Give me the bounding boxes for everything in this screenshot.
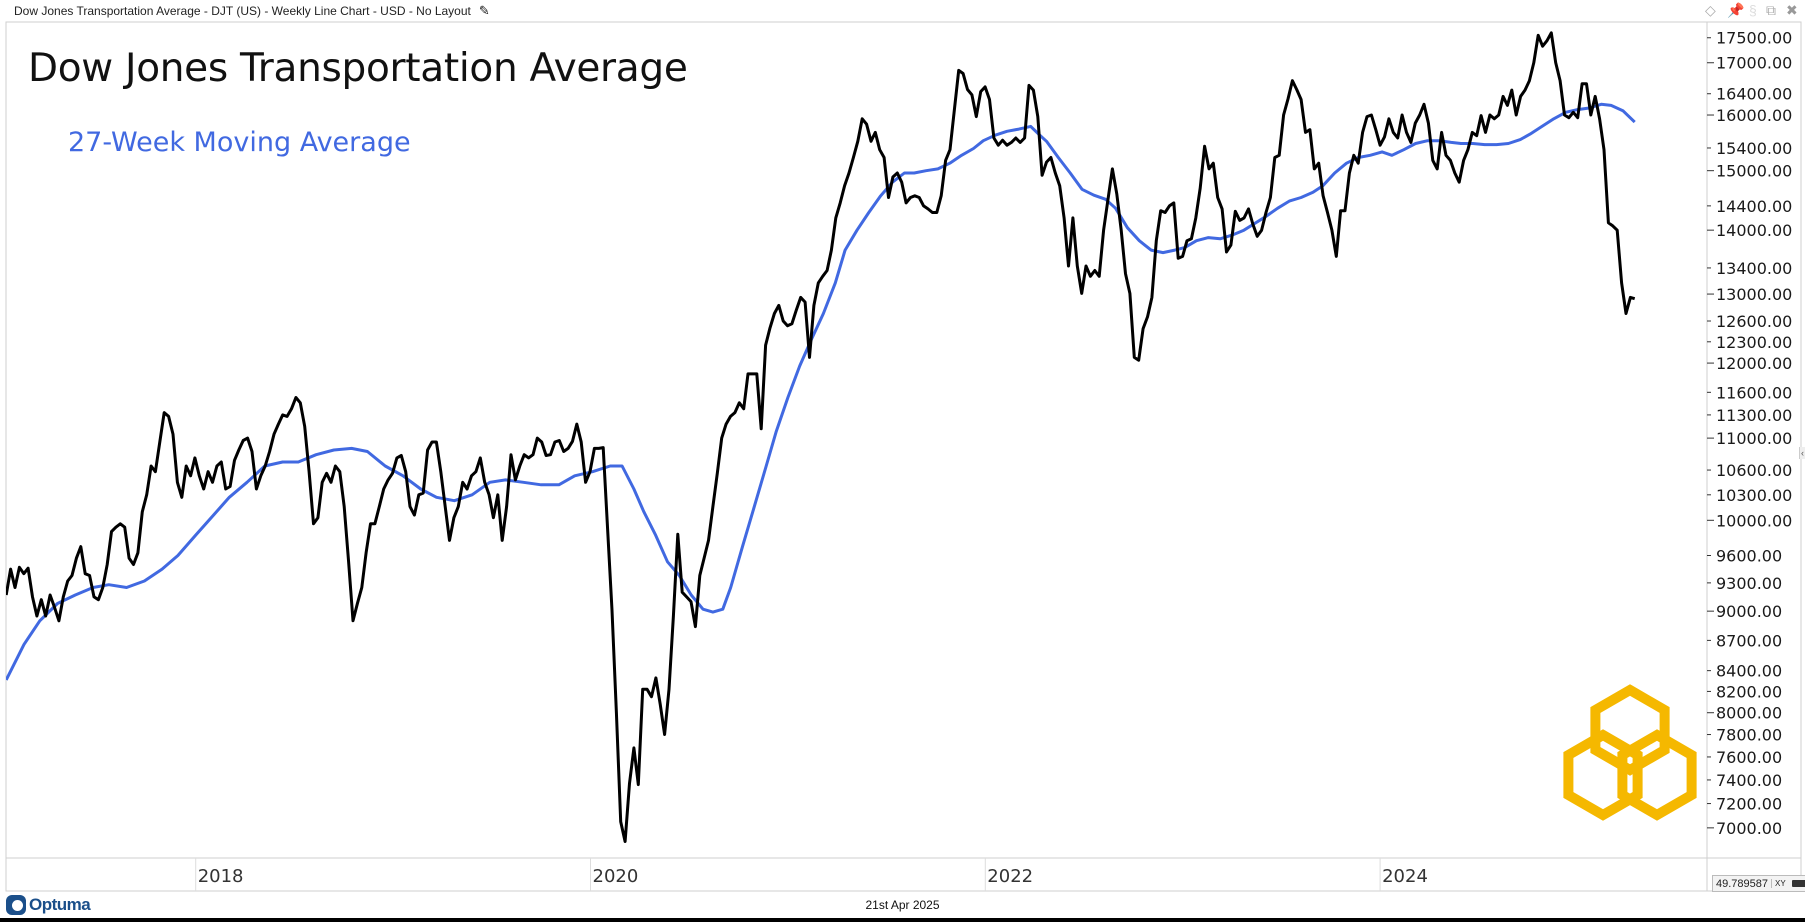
close-icon[interactable]: ✖ — [1786, 2, 1798, 18]
lock-icon[interactable] — [1791, 880, 1805, 887]
footer-date: 21st Apr 2025 — [865, 898, 940, 912]
price-line — [6, 31, 1636, 843]
y-tick-label: 9000.00 — [1716, 602, 1782, 621]
readout-value: 49.789587 — [1716, 877, 1768, 890]
chart-title-bar: Dow Jones Transportation Average - DJT (… — [0, 0, 1805, 22]
pin-icon[interactable]: 📌 — [1727, 2, 1745, 18]
y-tick-label: 14400.00 — [1716, 197, 1792, 216]
y-tick-label: 10300.00 — [1716, 486, 1792, 505]
y-tick-label: 8200.00 — [1716, 682, 1782, 701]
x-tick-label: 2024 — [1382, 866, 1428, 887]
collapse-panel-button[interactable]: ‹ — [1799, 447, 1805, 459]
y-tick-label: 8000.00 — [1716, 704, 1782, 723]
x-axis[interactable]: 2018 2020 2022 2024 — [195, 858, 1428, 891]
y-tick-label: 12600.00 — [1716, 312, 1792, 331]
y-tick-label: 7200.00 — [1716, 795, 1782, 814]
ma-27-week-line — [6, 102, 1636, 681]
y-tick-label: 17500.00 — [1716, 29, 1792, 48]
brand-name: Optuma — [29, 895, 91, 914]
y-tick-label: 13400.00 — [1716, 259, 1792, 278]
chart-frame — [5, 21, 1802, 892]
y-tick-label: 12300.00 — [1716, 333, 1792, 352]
ma-legend-label: 27-Week Moving Average — [68, 127, 411, 158]
chart-overlay-title: Dow Jones Transportation Average — [28, 46, 688, 91]
y-tick-label: 11000.00 — [1716, 429, 1792, 448]
y-tick-label: 8700.00 — [1716, 631, 1782, 650]
optuma-mark-icon — [6, 895, 26, 915]
y-tick-label: 11600.00 — [1716, 383, 1792, 402]
logo-hex-right — [1617, 729, 1697, 821]
footer: Optuma 21st Apr 2025 — [0, 892, 1805, 918]
chart-window-title: Dow Jones Transportation Average - DJT (… — [14, 4, 471, 18]
logo-hex-left — [1563, 729, 1643, 821]
diamond-icon[interactable]: ◇ — [1705, 2, 1716, 18]
y-tick-label: 10600.00 — [1716, 461, 1792, 480]
y-tick-label: 8400.00 — [1716, 662, 1782, 681]
y-tick-label: 11300.00 — [1716, 406, 1792, 425]
y-tick-label: 16000.00 — [1716, 106, 1792, 125]
y-tick-label: 12000.00 — [1716, 354, 1792, 373]
x-tick-label: 2022 — [987, 866, 1033, 887]
y-tick-label: 14000.00 — [1716, 221, 1792, 240]
y-tick-label: 16400.00 — [1716, 85, 1792, 104]
optuma-logo: Optuma — [6, 895, 91, 915]
y-axis[interactable]: 17500.00 17000.00 16400.00 16000.00 15400.00… — [1707, 29, 1792, 838]
restore-icon[interactable]: ⧉ — [1766, 2, 1776, 18]
y-tick-label: 15000.00 — [1716, 162, 1792, 181]
link-icon[interactable]: § — [1749, 2, 1757, 18]
bottom-edge — [0, 918, 1805, 922]
x-tick-label: 2020 — [593, 866, 639, 887]
readout-mode[interactable]: XY — [1771, 879, 1789, 888]
y-tick-label: 9300.00 — [1716, 574, 1782, 593]
pencil-icon[interactable]: ✎ — [478, 3, 490, 18]
y-tick-label: 15400.00 — [1716, 139, 1792, 158]
y-tick-label: 7600.00 — [1716, 748, 1782, 767]
x-tick-label: 2018 — [198, 866, 244, 887]
cursor-readout[interactable]: 49.789587 XY — [1712, 875, 1805, 892]
y-tick-label: 7400.00 — [1716, 771, 1782, 790]
y-tick-label: 17000.00 — [1716, 54, 1792, 73]
y-tick-label: 7000.00 — [1716, 819, 1782, 838]
y-tick-label: 9600.00 — [1716, 547, 1782, 566]
y-tick-label: 10000.00 — [1716, 511, 1792, 530]
y-tick-label: 7800.00 — [1716, 726, 1782, 745]
brand-logo — [1563, 684, 1697, 821]
y-tick-label: 13000.00 — [1716, 285, 1792, 304]
logo-hex-top — [1590, 684, 1670, 776]
